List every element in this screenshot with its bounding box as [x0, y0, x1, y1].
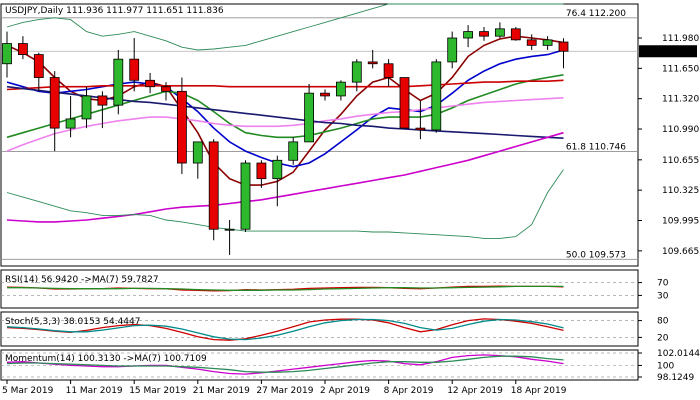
x-tick-label: 15 Mar 2019	[129, 386, 186, 396]
y-tick-label: 110.990	[662, 125, 699, 135]
candle-body	[256, 162, 267, 180]
indicator-line	[6, 355, 564, 373]
y-tick-label: 111.980	[662, 34, 699, 44]
current-price-label: 111.836	[649, 48, 686, 58]
y-tick-label: 20	[657, 333, 669, 343]
x-tick-label: 18 Apr 2019	[511, 386, 567, 396]
y-tick-label: 111.320	[662, 95, 699, 105]
candle-body	[97, 95, 108, 106]
stoch-panel-frame	[0, 311, 639, 347]
fib-label: 76.4 112.200	[566, 9, 626, 19]
ma-line	[6, 49, 564, 168]
x-tick-label: 27 Mar 2019	[256, 386, 313, 396]
main-title: USDJPY,Daily 111.936 111.977 111.651 111…	[5, 6, 224, 16]
candle-body	[351, 61, 362, 83]
fib-label: 50.0 109.573	[566, 250, 626, 260]
y-tick-label: 111.650	[662, 64, 699, 74]
candle-body	[145, 79, 156, 88]
ma-line	[6, 79, 564, 91]
rsi-title: RSI(14) 56.9420 ->MA(7) 59.7827	[5, 275, 159, 285]
candle-body	[272, 159, 283, 180]
ma-line	[6, 74, 564, 139]
y-tick-label: 109.665	[662, 247, 699, 257]
y-tick-label: 110.655	[662, 156, 699, 166]
ma-line	[6, 97, 564, 152]
indicator-line	[6, 318, 564, 341]
candle-body	[367, 61, 378, 65]
candle-body	[463, 31, 474, 39]
candle-body	[240, 162, 251, 230]
indicator-plots	[1, 282, 638, 378]
x-tick-label: 2 Apr 2019	[320, 386, 370, 396]
candle-body	[208, 141, 219, 230]
candle-body	[33, 54, 44, 78]
momentum-title: Momentum(14) 100.3130 ->MA(7) 100.7109	[5, 354, 207, 364]
candle-body	[2, 43, 12, 65]
current-price-box	[639, 45, 697, 58]
y-tick-label: 80	[657, 317, 669, 327]
candle-body	[510, 28, 521, 41]
candle-body	[17, 43, 28, 55]
stoch-title: Stoch(5,3,3) 38.0153 54.4447	[5, 317, 140, 327]
x-tick-label: 11 Mar 2019	[66, 386, 123, 396]
candle-body	[192, 141, 203, 164]
ma-line	[6, 169, 564, 239]
indicator-line	[6, 318, 564, 341]
candle-body	[558, 41, 569, 52]
y-tick-label: 109.995	[662, 216, 699, 226]
rsi-panel-frame	[0, 269, 639, 309]
main-panel-frame	[0, 3, 639, 267]
candle-body	[81, 95, 92, 120]
candle-body	[494, 28, 505, 37]
y-tick-label: 30	[657, 291, 669, 301]
main-plot-area	[1, 3, 638, 260]
candle-body	[49, 77, 60, 129]
x-tick-label: 21 Mar 2019	[193, 386, 250, 396]
candle-body	[335, 81, 346, 97]
candle-body	[65, 118, 76, 129]
candle-body	[129, 58, 140, 81]
ma-line	[6, 131, 564, 223]
y-tick-label: 110.325	[662, 186, 699, 196]
x-tick-label: 8 Apr 2019	[384, 386, 434, 396]
indicator-line	[6, 354, 564, 375]
ma-line	[6, 3, 564, 51]
x-tick-label: 5 Mar 2019	[2, 386, 54, 396]
y-tick-label: 102.0144	[657, 349, 700, 359]
indicator-line	[7, 285, 564, 291]
candle-body	[288, 141, 299, 161]
candle-body	[479, 31, 489, 37]
candle-body	[224, 228, 235, 231]
y-tick-label: 70	[657, 279, 669, 289]
candle-body	[383, 63, 394, 78]
y-tick-label: 98.1249	[657, 373, 694, 383]
candle-body	[320, 92, 330, 97]
candle-body	[304, 92, 315, 143]
candle-body	[113, 58, 124, 106]
candle-body	[526, 39, 537, 46]
candle-body	[431, 61, 442, 131]
y-tick-label: 100	[657, 361, 674, 371]
candle-body	[542, 39, 553, 46]
candle-body	[399, 77, 410, 129]
x-tick-label: 12 Apr 2019	[447, 386, 503, 396]
candle-body	[161, 86, 171, 92]
candle-body	[447, 37, 458, 63]
axis-labels: 76.4 112.200 61.8 110.746 50.0 109.573 111.…	[2, 9, 700, 396]
candle-body	[176, 90, 187, 164]
candle-body	[415, 127, 426, 131]
fib-label: 61.8 110.746	[566, 142, 626, 152]
